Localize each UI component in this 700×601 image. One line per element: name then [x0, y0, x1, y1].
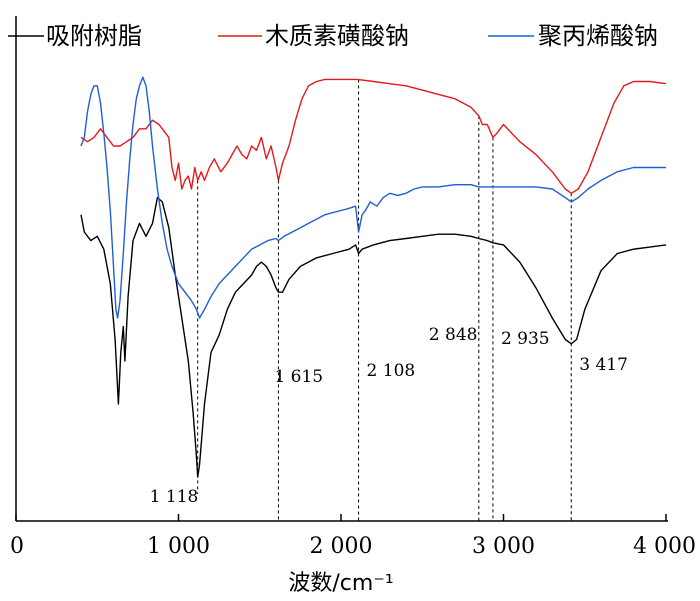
legend-label-lignosulfonate: 木质素磺酸钠 — [265, 22, 409, 50]
peak-label: 3 417 — [579, 355, 628, 375]
x-tick-label: 0 — [10, 534, 24, 559]
series-line-polyacrylate — [80, 76, 666, 319]
legend: 吸附树脂 木质素磺酸钠 聚丙烯酸钠 — [8, 22, 658, 50]
peak-label: 2 935 — [501, 329, 550, 349]
legend-label-resin: 吸附树脂 — [46, 22, 142, 50]
series-group — [80, 76, 667, 478]
x-tick-label: 4 000 — [633, 534, 696, 559]
peak-label: 1 118 — [150, 487, 199, 507]
legend-label-polyacrylate: 聚丙烯酸钠 — [538, 22, 658, 50]
peak-label: 2 108 — [367, 361, 416, 381]
x-tick-label: 2 000 — [310, 534, 373, 559]
peak-label: 1 615 — [274, 367, 323, 387]
x-tick-label: 3 000 — [472, 534, 535, 559]
x-ticks: 0 1 000 2 000 3 000 4 000 — [10, 514, 696, 559]
series-line-resin — [80, 196, 667, 478]
x-tick-label: 1 000 — [147, 534, 210, 559]
axes: 0 1 000 2 000 3 000 4 000 波数/cm⁻¹ — [10, 16, 696, 596]
peak-label: 2 848 — [429, 325, 478, 345]
legend-item-2: 聚丙烯酸钠 — [488, 22, 658, 50]
peak-annotations: 1 118 1 615 2 108 2 848 2 935 3 417 — [150, 79, 628, 521]
legend-item-1: 木质素磺酸钠 — [218, 22, 409, 50]
x-axis-title: 波数/cm⁻¹ — [288, 571, 393, 596]
series-line-lignosulfonate — [80, 78, 667, 194]
legend-item-0: 吸附树脂 — [8, 22, 142, 50]
